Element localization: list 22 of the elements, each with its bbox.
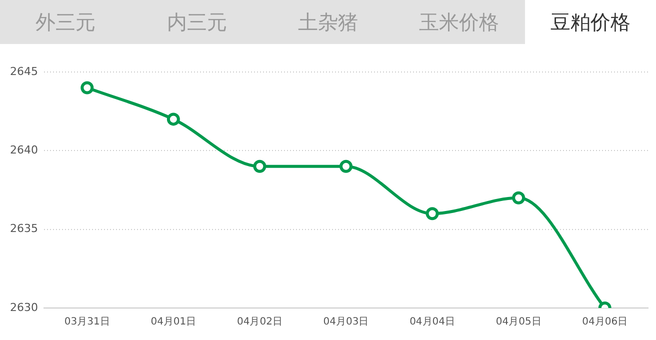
point bbox=[166, 112, 180, 126]
y-tick-label: 2635 bbox=[10, 222, 38, 236]
point bbox=[339, 160, 352, 173]
text: 土杂猪 bbox=[297, 8, 359, 36]
text: 外三元 bbox=[34, 8, 97, 36]
text: 内三元 bbox=[166, 8, 228, 36]
x-tick-label: 04月03日 bbox=[323, 316, 369, 328]
x-tick-label: 03月31日 bbox=[64, 316, 110, 328]
x-tick-label: 04月02日 bbox=[236, 316, 282, 328]
text: 玉米价格 bbox=[418, 8, 500, 36]
point bbox=[426, 207, 439, 220]
point bbox=[253, 160, 266, 173]
x-tick-label: 04月05日 bbox=[496, 316, 542, 328]
x-tick-label: 04月01日 bbox=[150, 316, 196, 328]
point bbox=[512, 191, 526, 204]
x-tick-label: 04月06日 bbox=[582, 316, 628, 328]
y-tick-label: 2630 bbox=[10, 300, 38, 314]
y-tick-label: 2640 bbox=[10, 144, 38, 157]
y-tick-label: 2645 bbox=[10, 64, 38, 78]
point bbox=[80, 81, 94, 94]
chart-title: 豆粕价格 bbox=[524, 0, 656, 44]
x-tick-label: 04月04日 bbox=[410, 316, 456, 328]
